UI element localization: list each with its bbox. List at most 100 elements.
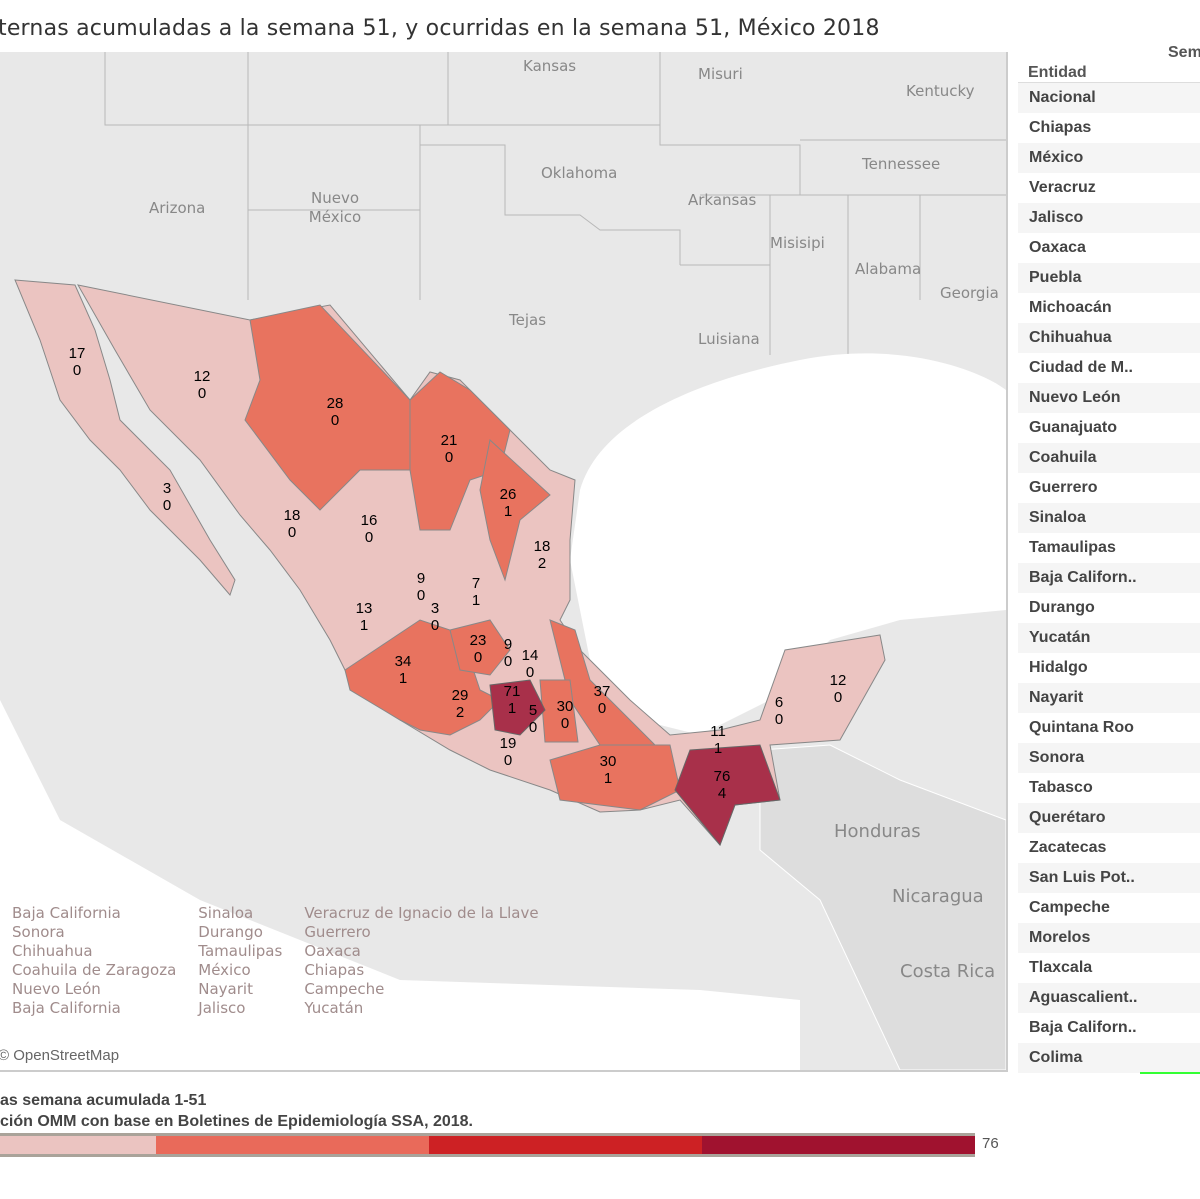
table-row[interactable]: Veracruz	[1029, 179, 1096, 196]
label-costa-rica: Costa Rica	[900, 961, 996, 982]
table-row[interactable]: Guerrero	[1029, 479, 1098, 496]
state-name: Sonora	[12, 923, 65, 941]
state-value-label[interactable]: 12 0	[830, 672, 847, 706]
state-value-label[interactable]: 18 0	[284, 507, 301, 541]
table-row[interactable]: Nacional	[1018, 83, 1200, 113]
central-america	[759, 744, 1006, 1070]
column-header-entidad[interactable]: Entidad	[1028, 64, 1087, 81]
state-value-label[interactable]: 13 1	[356, 600, 373, 634]
table-row[interactable]: Tabasco	[1029, 779, 1093, 796]
map-attribution[interactable]: © OpenStreetMap	[0, 1047, 120, 1064]
state-value-label[interactable]: 26 1	[500, 486, 517, 520]
state-name: Nayarit	[198, 980, 253, 998]
table-row[interactable]: Coahuila	[1018, 443, 1200, 473]
bar-indicator	[1140, 1072, 1200, 1074]
table-row[interactable]: Oaxaca	[1029, 239, 1086, 256]
table-row[interactable]: Baja Californ..	[1018, 563, 1200, 593]
state-value-label[interactable]: 34 1	[395, 653, 412, 687]
table-row[interactable]: Sonora	[1018, 743, 1200, 773]
state-name: Tamaulipas	[198, 942, 283, 960]
state-value-label[interactable]: 16 0	[361, 512, 378, 546]
label-oklahoma: Oklahoma	[541, 164, 618, 182]
table-row[interactable]: Jalisco	[1018, 203, 1200, 233]
state-name: México	[198, 961, 251, 979]
legend-source: ción OMM con base en Boletines de Epidem…	[0, 1113, 473, 1130]
table-row[interactable]: México	[1018, 143, 1200, 173]
table-row[interactable]: Tamaulipas	[1029, 539, 1116, 556]
accumulated-count: 14	[521, 647, 539, 664]
table-row[interactable]: Yucatán	[1018, 623, 1200, 653]
state-value-label[interactable]: 30 1	[600, 753, 617, 787]
state-name: Yucatán	[304, 999, 364, 1017]
state-value-label[interactable]: 11 1	[710, 723, 726, 757]
table-row[interactable]: Ciudad de M..	[1029, 359, 1133, 376]
state-name: Chihuahua	[12, 942, 93, 960]
table-row[interactable]: Baja Californ..	[1029, 1019, 1137, 1036]
state-value-label[interactable]: 19 0	[500, 735, 517, 769]
table-row[interactable]: Sinaloa	[1018, 503, 1200, 533]
label-arizona: Arizona	[149, 199, 206, 217]
table-row[interactable]: Quintana Roo	[1029, 719, 1134, 736]
state-name: Durango	[198, 923, 263, 941]
table-row[interactable]: Colima	[1018, 1043, 1200, 1073]
label-tejas: Tejas	[509, 311, 547, 329]
table-row[interactable]: Aguascalient..	[1018, 983, 1200, 1013]
label-tennessee: Tennessee	[862, 155, 941, 173]
state-value-label[interactable]: 23 0	[470, 632, 487, 666]
table-row[interactable]: Campeche	[1029, 899, 1110, 916]
column-header-semana[interactable]: Sem	[1168, 44, 1200, 61]
legend-bin	[0, 1136, 156, 1154]
table-row[interactable]: Nuevo León	[1018, 383, 1200, 413]
accumulated-count: 30	[556, 698, 574, 715]
label-luisiana: Luisiana	[698, 330, 760, 348]
table-row[interactable]: Durango	[1029, 599, 1095, 616]
table-row[interactable]: Nayarit	[1018, 683, 1200, 713]
label-nuevo-mexico: Nuevo México	[308, 189, 362, 226]
table-row[interactable]: Chiapas	[1029, 119, 1092, 136]
state-name: Nuevo León	[12, 980, 101, 998]
accumulated-count: 7	[471, 575, 481, 592]
map-shapes	[0, 52, 1006, 1070]
accumulated-count: 26	[499, 486, 517, 503]
accumulated-count: 28	[326, 395, 344, 412]
state-value-label[interactable]: 28 0	[327, 395, 344, 429]
dark-states	[489, 679, 781, 846]
table-row[interactable]: Morelos	[1018, 923, 1200, 953]
accumulated-count: 76	[713, 768, 731, 785]
table-row[interactable]: Zacatecas	[1029, 839, 1107, 856]
state-name: Baja California	[12, 904, 121, 922]
table-row[interactable]: Tlaxcala	[1029, 959, 1093, 976]
accumulated-count: 34	[394, 653, 412, 670]
accumulated-count: 37	[593, 683, 611, 700]
table-row[interactable]: Michoacán	[1029, 299, 1112, 316]
state-value-label[interactable]: 17 0	[69, 345, 86, 379]
table-row[interactable]: Guanajuato	[1029, 419, 1118, 436]
state-value-label[interactable]: 76 4	[714, 768, 731, 802]
state-value-label[interactable]: 14 0	[522, 647, 539, 681]
state-value-label[interactable]: 29 2	[452, 687, 469, 721]
table-row[interactable]: Puebla	[1018, 263, 1200, 293]
table-row[interactable]: Chihuahua	[1018, 323, 1200, 353]
state-value-label[interactable]: 21 0	[441, 432, 458, 466]
state-value-label[interactable]: 71 1	[504, 683, 521, 717]
choropleth-map[interactable]: Kansas Misuri Kentucky Oklahoma Tennesse…	[0, 52, 1008, 1072]
week-count: 0	[525, 664, 535, 681]
state-value-label[interactable]: 30 0	[557, 698, 574, 732]
state-value-label[interactable]: 12 0	[194, 368, 211, 402]
state-name: Veracruz de Ignacio de la Llave	[304, 904, 539, 922]
table-row[interactable]: Hidalgo	[1029, 659, 1088, 676]
table-row[interactable]: Querétaro	[1018, 803, 1200, 833]
state-value-label[interactable]: 18 2	[534, 538, 551, 572]
state-name: Chiapas	[304, 961, 365, 979]
table-row[interactable]: San Luis Pot..	[1018, 863, 1200, 893]
state-name: Sinaloa	[198, 904, 254, 922]
state-value-label[interactable]: 37 0	[594, 683, 611, 717]
week-count: 0	[364, 529, 374, 546]
